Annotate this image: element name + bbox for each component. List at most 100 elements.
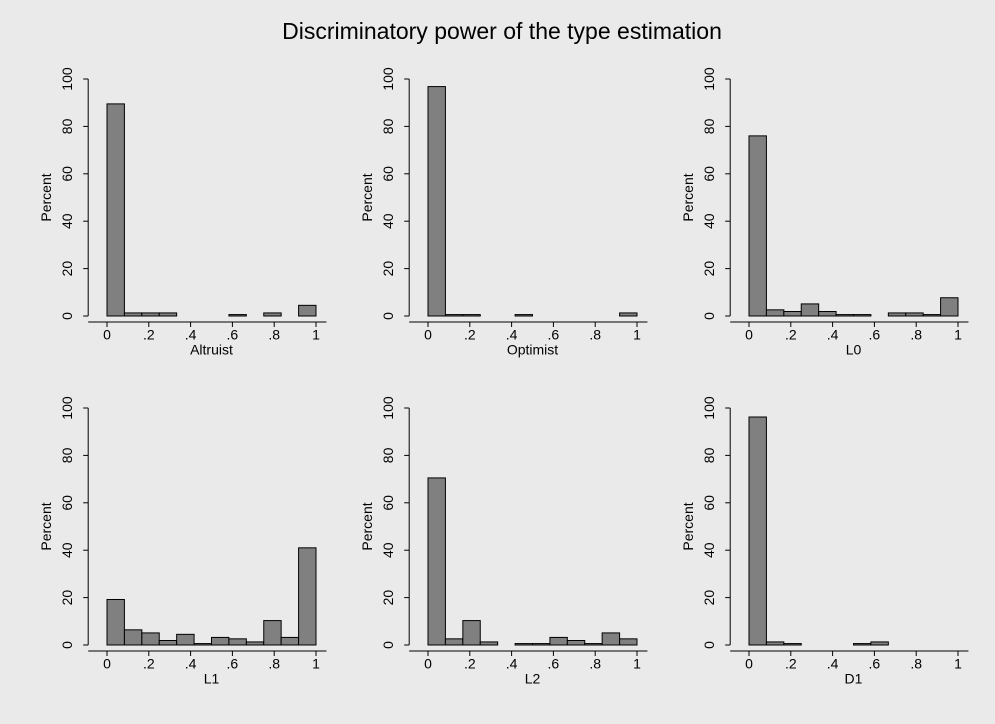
y-axis-title: Percent bbox=[359, 173, 375, 221]
bar bbox=[141, 632, 160, 646]
plot-area bbox=[88, 75, 327, 316]
plot-area bbox=[409, 75, 648, 316]
y-tick-label: 60 bbox=[59, 166, 75, 182]
plot-area bbox=[730, 404, 969, 645]
bar bbox=[106, 103, 125, 317]
bar bbox=[263, 620, 282, 646]
y-axis-title: Percent bbox=[680, 173, 696, 221]
x-tick-label: 0 bbox=[424, 656, 432, 672]
bar bbox=[444, 314, 464, 317]
x-tick-label: .6 bbox=[548, 327, 560, 343]
y-tick-label: 80 bbox=[59, 447, 75, 463]
y-tick-label: 20 bbox=[380, 261, 396, 277]
y-tick-label: 0 bbox=[380, 641, 396, 649]
x-tick-label: 1 bbox=[954, 327, 962, 343]
bar bbox=[462, 620, 481, 646]
bar bbox=[748, 135, 767, 317]
bar bbox=[123, 629, 143, 646]
y-axis-title: Percent bbox=[359, 502, 375, 550]
bar bbox=[298, 304, 317, 317]
y-axis-title: Percent bbox=[680, 502, 696, 550]
bar bbox=[905, 312, 924, 317]
x-tick-label: .4 bbox=[827, 327, 839, 343]
x-tick-label: .4 bbox=[185, 327, 197, 343]
y-tick-label: 0 bbox=[59, 312, 75, 320]
x-tick-label: .2 bbox=[464, 656, 476, 672]
y-axis-title: Percent bbox=[38, 502, 54, 550]
bar bbox=[853, 314, 872, 317]
x-tick-label: .6 bbox=[869, 656, 881, 672]
plot-area bbox=[409, 404, 648, 645]
x-tick-label: 0 bbox=[103, 656, 111, 672]
y-tick-label: 60 bbox=[380, 166, 396, 182]
x-tick-label: .8 bbox=[910, 327, 922, 343]
x-tick-label: .2 bbox=[143, 656, 155, 672]
bar bbox=[619, 312, 638, 317]
bar bbox=[228, 314, 247, 317]
plot-area bbox=[88, 404, 327, 645]
y-tick-label: 80 bbox=[380, 447, 396, 463]
y-tick-label: 100 bbox=[59, 67, 75, 91]
x-tick-label: 1 bbox=[954, 656, 962, 672]
x-axis-title: L0 bbox=[846, 342, 862, 358]
bar bbox=[228, 638, 247, 646]
bar bbox=[783, 643, 802, 646]
x-tick-label: .8 bbox=[910, 656, 922, 672]
y-tick-label: 20 bbox=[59, 590, 75, 606]
bar bbox=[601, 632, 621, 646]
bar bbox=[549, 636, 568, 646]
bar bbox=[514, 314, 533, 317]
x-tick-label: .4 bbox=[185, 656, 197, 672]
y-tick-label: 40 bbox=[701, 542, 717, 558]
y-tick-label: 100 bbox=[701, 396, 717, 420]
x-tick-label: .2 bbox=[785, 327, 797, 343]
bar bbox=[619, 638, 638, 646]
x-tick-label: .8 bbox=[589, 656, 601, 672]
y-tick-label: 100 bbox=[701, 67, 717, 91]
x-tick-label: 0 bbox=[745, 327, 753, 343]
x-tick-label: .8 bbox=[589, 327, 601, 343]
y-tick-label: 40 bbox=[380, 213, 396, 229]
bar bbox=[280, 636, 300, 646]
bar bbox=[176, 633, 195, 646]
x-tick-label: .2 bbox=[785, 656, 797, 672]
y-tick-label: 0 bbox=[380, 312, 396, 320]
y-tick-label: 20 bbox=[701, 261, 717, 277]
x-tick-label: .8 bbox=[268, 327, 280, 343]
y-tick-label: 40 bbox=[59, 213, 75, 229]
bar bbox=[922, 314, 942, 317]
bar bbox=[940, 297, 959, 317]
x-tick-label: .6 bbox=[548, 656, 560, 672]
x-tick-label: .4 bbox=[506, 327, 518, 343]
x-tick-label: .2 bbox=[143, 327, 155, 343]
bar bbox=[566, 639, 586, 646]
bar bbox=[123, 312, 143, 317]
bar bbox=[800, 303, 820, 317]
bar bbox=[193, 643, 213, 646]
bar bbox=[427, 86, 446, 317]
x-tick-label: .6 bbox=[227, 327, 239, 343]
x-tick-label: 0 bbox=[745, 656, 753, 672]
bar bbox=[479, 641, 499, 646]
x-axis-title: Altruist bbox=[190, 342, 233, 358]
y-tick-label: 60 bbox=[380, 495, 396, 511]
y-tick-label: 40 bbox=[59, 542, 75, 558]
bar bbox=[514, 643, 533, 646]
y-tick-label: 20 bbox=[701, 590, 717, 606]
y-tick-label: 80 bbox=[380, 118, 396, 134]
bar bbox=[835, 314, 854, 317]
y-tick-label: 80 bbox=[701, 447, 717, 463]
bar bbox=[748, 416, 767, 646]
y-tick-label: 60 bbox=[701, 166, 717, 182]
y-axis-title: Percent bbox=[38, 173, 54, 221]
bar bbox=[245, 641, 265, 646]
y-tick-label: 100 bbox=[380, 67, 396, 91]
y-tick-label: 0 bbox=[59, 641, 75, 649]
bar bbox=[887, 312, 907, 317]
bar bbox=[141, 312, 160, 317]
x-tick-label: 0 bbox=[103, 327, 111, 343]
y-tick-label: 100 bbox=[59, 396, 75, 420]
x-axis-title: Optimist bbox=[507, 342, 558, 358]
